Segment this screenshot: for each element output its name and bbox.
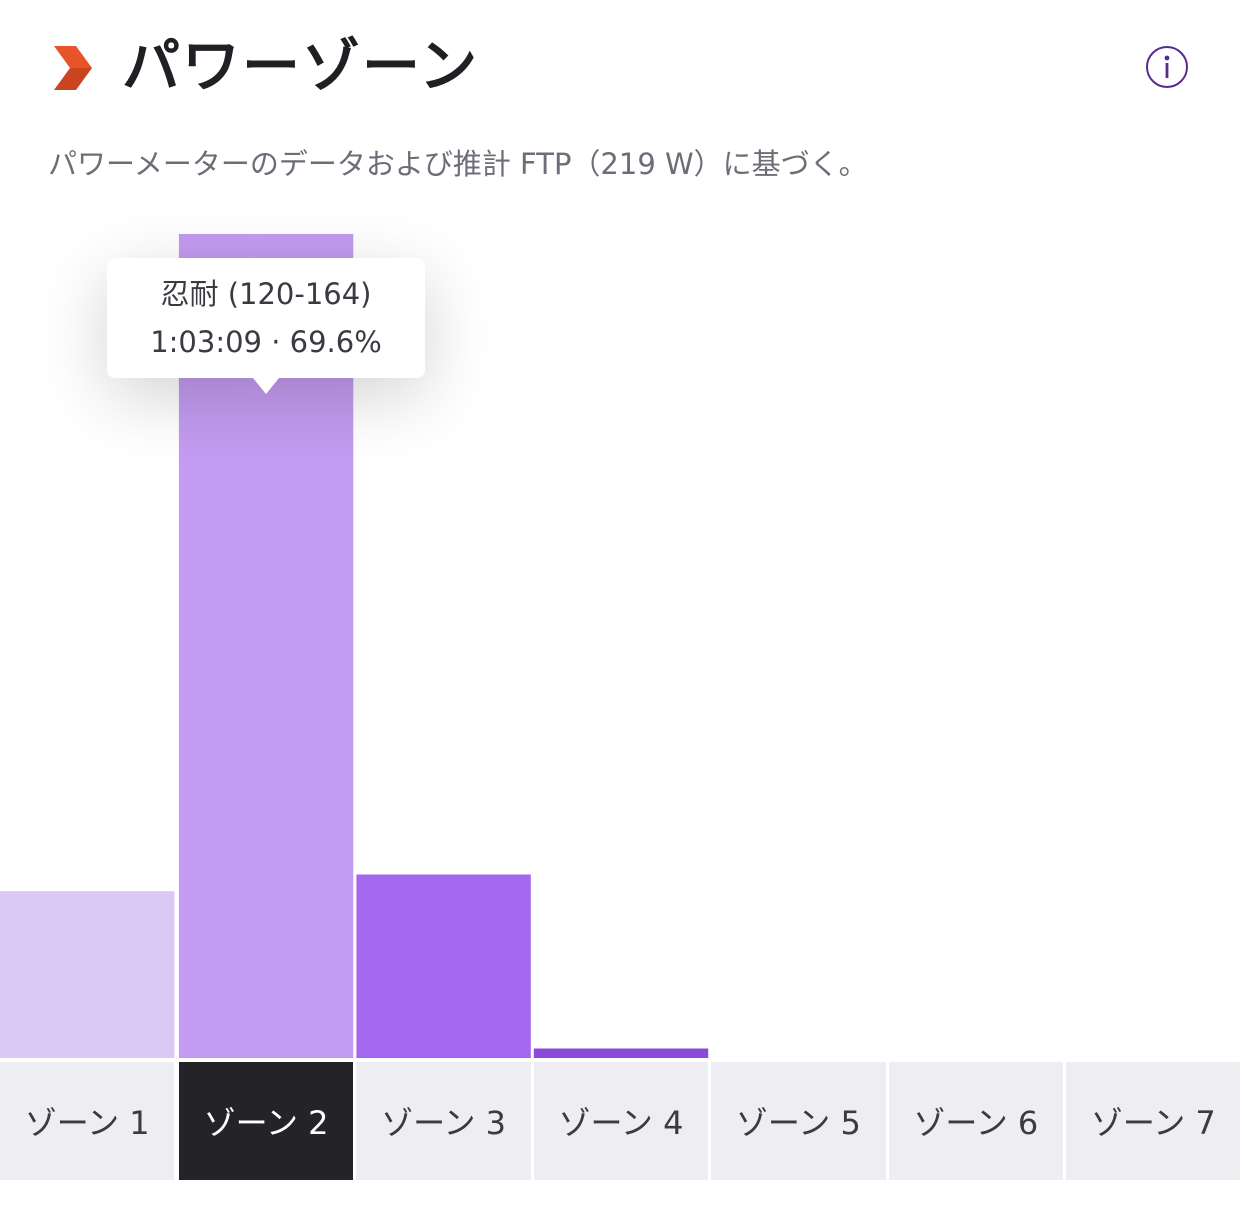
info-button[interactable]: [1146, 46, 1188, 88]
bar-zone-1[interactable]: [0, 891, 175, 1058]
zone-tab-2[interactable]: ゾーン 2: [178, 1062, 354, 1180]
zone-tab-5[interactable]: ゾーン 5: [711, 1062, 886, 1180]
bar-zone-3[interactable]: [356, 874, 531, 1059]
subtitle: パワーメーターのデータおよび推計 FTP（219 W）に基づく。: [48, 147, 868, 181]
tooltip: 忍耐 (120-164) 1:03:09 · 69.6%: [107, 258, 425, 394]
page-title: パワーゾーン: [122, 32, 480, 100]
zone-tab-1[interactable]: ゾーン 1: [0, 1062, 175, 1180]
chevron-right-icon: [54, 46, 92, 90]
info-icon: [1164, 55, 1170, 78]
zone-tab-6[interactable]: ゾーン 6: [888, 1062, 1063, 1180]
bar-zone-4[interactable]: [533, 1048, 709, 1059]
zone-tab-7[interactable]: ゾーン 7: [1066, 1062, 1241, 1180]
zone-tab-3[interactable]: ゾーン 3: [356, 1062, 531, 1180]
zone-tab-4[interactable]: ゾーン 4: [533, 1062, 709, 1180]
tooltip-zone-label: 忍耐 (120-164): [160, 277, 372, 311]
tooltip-time-percent: 1:03:09 · 69.6%: [150, 325, 382, 359]
